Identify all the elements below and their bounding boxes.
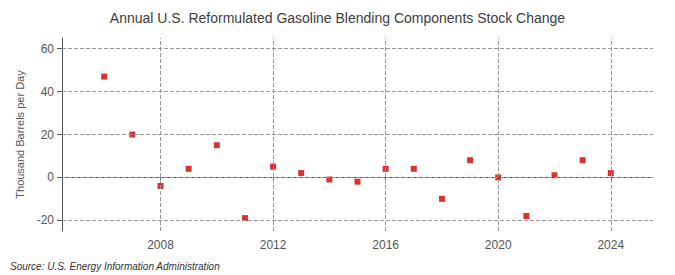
svg-text:2020: 2020	[485, 238, 512, 252]
svg-text:2008: 2008	[147, 238, 174, 252]
svg-text:Thousand Barrels per Day: Thousand Barrels per Day	[14, 70, 26, 199]
svg-text:Annual U.S. Reformulated Gasol: Annual U.S. Reformulated Gasoline Blendi…	[110, 10, 565, 26]
svg-text:60: 60	[41, 42, 55, 56]
svg-text:-20: -20	[37, 213, 55, 227]
svg-text:2024: 2024	[597, 238, 624, 252]
svg-text:40: 40	[41, 85, 55, 99]
svg-text:Source: U.S. Energy Informatio: Source: U.S. Energy Information Administ…	[10, 261, 220, 272]
svg-text:20: 20	[41, 128, 55, 142]
svg-text:0: 0	[47, 170, 54, 184]
svg-text:2012: 2012	[260, 238, 287, 252]
svg-text:2016: 2016	[372, 238, 399, 252]
